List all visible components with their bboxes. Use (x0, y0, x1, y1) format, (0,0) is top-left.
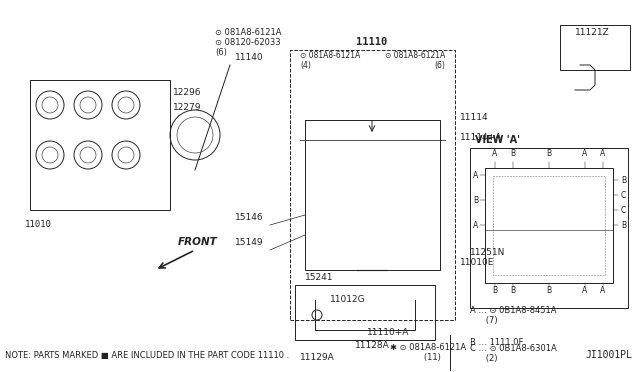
Text: C … ⊙ 0B1A8-6301A
      (2): C … ⊙ 0B1A8-6301A (2) (470, 344, 557, 363)
Text: C: C (621, 206, 627, 215)
Text: C: C (621, 191, 627, 200)
Text: ⊙ 081A8-6121A
(4): ⊙ 081A8-6121A (4) (300, 51, 360, 70)
Text: ✱ ⊙ 081A8-6121A
   (11): ✱ ⊙ 081A8-6121A (11) (390, 343, 466, 362)
Text: JI1001PL: JI1001PL (585, 350, 632, 360)
Text: 11251N: 11251N (470, 248, 506, 257)
Text: ⊙ 081A8-6121A
(6): ⊙ 081A8-6121A (6) (385, 51, 445, 70)
Text: A: A (473, 171, 478, 180)
Text: B: B (547, 286, 552, 295)
Text: A: A (600, 149, 605, 158)
Text: 11129A: 11129A (300, 353, 335, 362)
Text: 11012G: 11012G (330, 295, 365, 304)
Text: B: B (511, 286, 516, 295)
Text: NOTE: PARTS MARKED ■ ARE INCLUDED IN THE PART CODE 11110 .: NOTE: PARTS MARKED ■ ARE INCLUDED IN THE… (5, 351, 289, 360)
Bar (290, 50, 455, 320)
Text: 11114: 11114 (460, 113, 488, 122)
Text: 11010E: 11010E (460, 258, 494, 267)
Text: A: A (492, 149, 498, 158)
Text: ⊙ 08120-62033
(6): ⊙ 08120-62033 (6) (215, 38, 280, 57)
Text: ⊙ 081A8-6121A: ⊙ 081A8-6121A (215, 28, 282, 37)
Text: 11128A: 11128A (355, 341, 390, 350)
Text: 11110: 11110 (356, 37, 388, 47)
Bar (560, 25, 630, 70)
Text: 15149: 15149 (235, 238, 264, 247)
Text: 15241: 15241 (305, 273, 333, 282)
Text: A: A (582, 286, 588, 295)
Text: A … ⊙ 0B1A8-8451A
      (7): A … ⊙ 0B1A8-8451A (7) (470, 306, 557, 325)
Text: FRONT: FRONT (178, 237, 218, 247)
Text: 11110+A: 11110+A (367, 328, 410, 337)
Text: B … 1111 0F: B … 1111 0F (470, 338, 524, 347)
Text: B: B (473, 196, 478, 205)
Text: B: B (492, 286, 497, 295)
Text: 15146: 15146 (235, 213, 264, 222)
Text: 12296: 12296 (173, 88, 202, 97)
Text: 11140: 11140 (235, 53, 264, 62)
Text: 11114+A: 11114+A (460, 133, 502, 142)
Text: A: A (473, 221, 478, 230)
Text: A: A (600, 286, 605, 295)
Text: B: B (511, 149, 516, 158)
Text: B: B (621, 176, 626, 185)
Text: B: B (547, 149, 552, 158)
Text: 11121Z: 11121Z (575, 28, 610, 37)
Text: VIEW 'A': VIEW 'A' (475, 135, 520, 145)
Text: A: A (582, 149, 588, 158)
Text: 11010: 11010 (25, 220, 52, 229)
Bar (470, 148, 628, 308)
Bar (295, 285, 435, 340)
Text: B: B (621, 221, 626, 230)
Text: 12279: 12279 (173, 103, 202, 112)
